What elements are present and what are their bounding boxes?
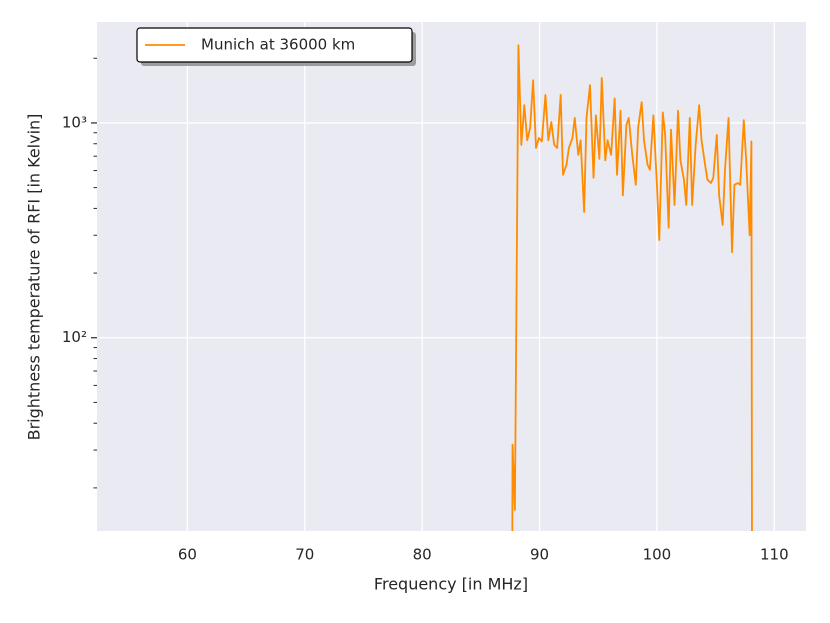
x-tick-label: 60: [178, 546, 197, 564]
x-tick-label: 90: [530, 546, 549, 564]
legend-label: Munich at 36000 km: [201, 36, 355, 54]
x-axis-label: Frequency [in MHz]: [374, 575, 528, 594]
x-tick-label: 80: [413, 546, 432, 564]
plot-area: [97, 22, 806, 531]
y-tick-label: 10²: [62, 328, 87, 346]
x-tick-label: 70: [295, 546, 314, 564]
y-tick-label: 10³: [62, 113, 87, 131]
x-tick-label: 100: [643, 546, 672, 564]
data-line: [511, 44, 753, 531]
y-axis-label: Brightness temperature of RFI [in Kelvin…: [25, 114, 44, 441]
x-tick-label: 110: [760, 546, 789, 564]
legend: [136, 27, 413, 63]
